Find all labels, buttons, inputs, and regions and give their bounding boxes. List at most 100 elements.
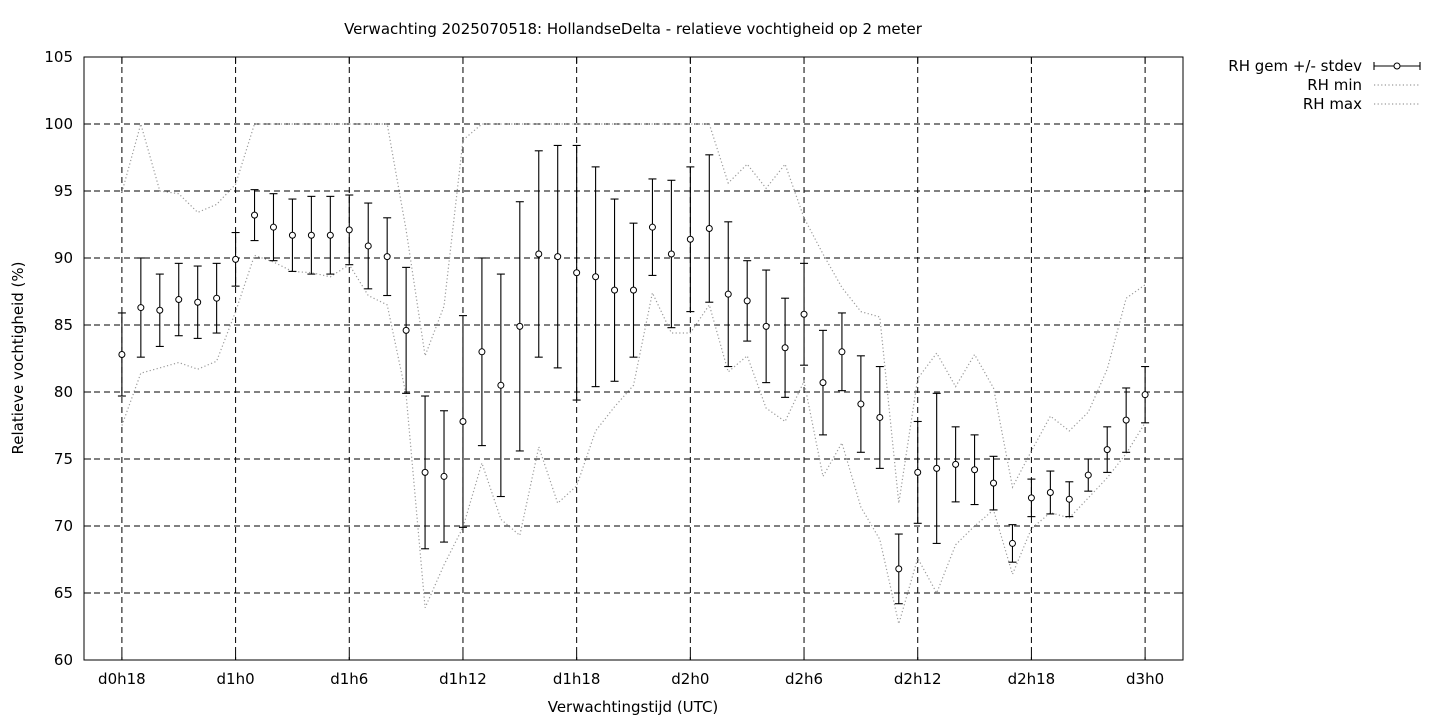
data-point (1122, 416, 1130, 424)
y-tick-label: 70 (54, 517, 73, 535)
data-point (345, 226, 353, 234)
error-bar-point (913, 420, 922, 524)
data-point (137, 304, 145, 312)
error-bar-point (648, 178, 657, 276)
data-point (819, 379, 827, 387)
data-point (194, 298, 202, 306)
y-tick-label: 60 (54, 651, 73, 669)
error-bar-point (875, 365, 884, 469)
error-bar-point (421, 395, 430, 550)
y-tick-label: 75 (54, 450, 73, 468)
y-tick-label: 90 (54, 249, 73, 267)
data-point (1141, 391, 1149, 399)
error-bar-point (1141, 365, 1150, 424)
data-point (440, 472, 448, 480)
x-tick-label: d2h0 (671, 670, 709, 688)
error-bar-point (686, 166, 695, 313)
error-bar-point (250, 189, 259, 242)
error-bar-point (781, 297, 790, 398)
x-tick-label: d2h6 (785, 670, 823, 688)
x-axis-label: Verwachtingstijd (UTC) (548, 698, 719, 716)
error-bar-point (932, 392, 941, 544)
x-tick-label: d1h12 (439, 670, 487, 688)
error-bar-point (553, 144, 562, 369)
error-bar-point (951, 426, 960, 503)
error-bar-point (1103, 426, 1112, 473)
rh-max-line (121, 121, 1146, 504)
data-point (478, 348, 486, 356)
data-point (781, 344, 789, 352)
error-bar-point (477, 257, 486, 447)
error-bar-point (837, 312, 846, 392)
data-point (251, 211, 259, 219)
error-bar-point (724, 221, 733, 368)
data-point (705, 225, 713, 233)
data-point (895, 565, 903, 573)
x-tick-label: d1h0 (217, 670, 255, 688)
data-point (175, 296, 183, 304)
data-point (554, 253, 562, 261)
data-point (686, 235, 694, 243)
error-bar-point (174, 262, 183, 337)
error-bar-point (1046, 470, 1055, 515)
error-bar-point (231, 231, 240, 287)
data-point (421, 468, 429, 476)
x-tick-label: d1h18 (553, 670, 601, 688)
data-point (952, 460, 960, 468)
error-bar-point (856, 355, 865, 453)
error-bar-point (212, 262, 221, 334)
error-bar-point (496, 273, 505, 498)
y-axis-label: Relatieve vochtigheid (%) (9, 261, 27, 454)
error-bar-point (743, 260, 752, 342)
y-tick-label: 80 (54, 383, 73, 401)
error-bar-point (1122, 387, 1131, 453)
error-bar-point (591, 166, 600, 388)
data-point (1103, 446, 1111, 454)
error-bar-point (383, 217, 392, 297)
data-point (667, 250, 675, 258)
error-bar-point (989, 455, 998, 511)
data-point (288, 231, 296, 239)
error-bar-point (402, 266, 411, 394)
data-point (648, 223, 656, 231)
data-point (1027, 494, 1035, 502)
error-bar-point (440, 410, 449, 543)
y-tick-label: 85 (54, 316, 73, 334)
data-point (1065, 495, 1073, 503)
legend-label: RH max (1303, 95, 1362, 113)
data-point (838, 348, 846, 356)
y-tick-label: 65 (54, 584, 73, 602)
error-bar-point (515, 201, 524, 452)
y-axis-ticks: 60 65 70 75 80 85 90 95 100 105 (44, 48, 1183, 669)
data-point (1046, 489, 1054, 496)
error-bar-point (762, 269, 771, 384)
plot-border (83, 56, 1184, 661)
data-point (971, 466, 979, 474)
data-point (364, 242, 372, 250)
data-point (743, 297, 751, 305)
error-bar-point (326, 195, 335, 275)
data-point (1008, 539, 1016, 547)
data-point (573, 269, 581, 277)
error-bar-point (458, 315, 467, 528)
chart-title: Verwachting 2025070518: HollandseDelta -… (344, 20, 923, 38)
data-point (876, 413, 884, 421)
data-point (497, 381, 505, 389)
data-point (307, 231, 315, 239)
error-bar-point (155, 273, 164, 347)
data-point (326, 231, 334, 239)
data-point (724, 290, 732, 298)
error-bar-point (572, 144, 581, 401)
data-point (933, 464, 941, 472)
legend-marker (1393, 62, 1401, 70)
data-point (990, 479, 998, 487)
error-bar-point (117, 312, 126, 397)
error-bar-point (1084, 458, 1093, 492)
error-bar-point (667, 179, 676, 329)
y-tick-label: 105 (44, 48, 73, 66)
error-bar-point (269, 193, 278, 262)
data-point (269, 223, 277, 231)
error-bar-point (136, 257, 145, 358)
